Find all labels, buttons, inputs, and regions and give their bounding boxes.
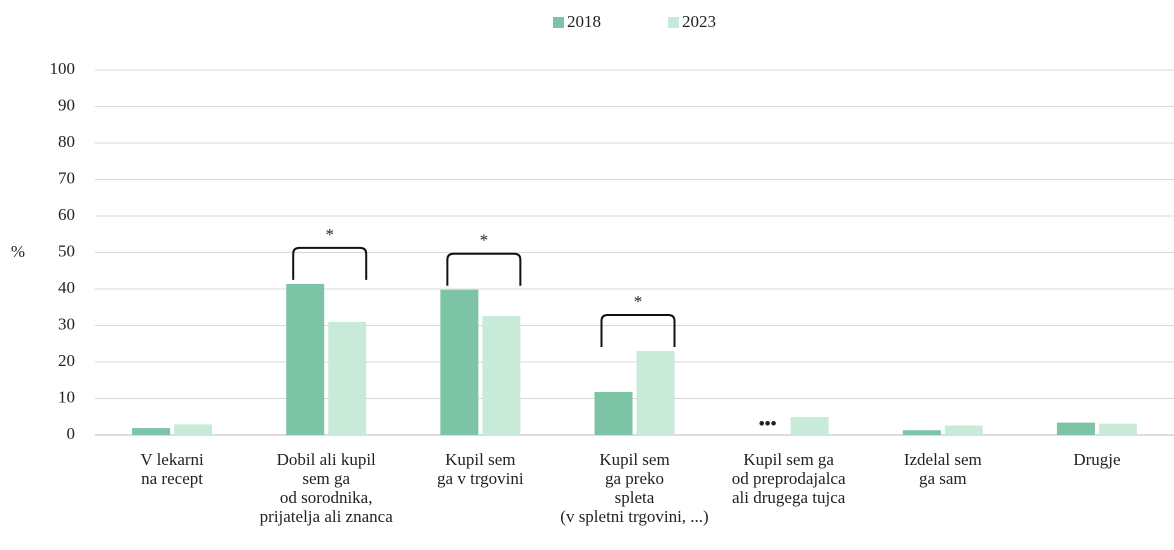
bar <box>174 424 213 435</box>
y-tick-label: 100 <box>50 59 76 78</box>
y-axis-label: % <box>11 242 25 261</box>
y-tick-label: 80 <box>58 132 75 151</box>
y-tick-label: 30 <box>58 314 75 333</box>
legend-swatch <box>553 17 564 28</box>
bar <box>286 283 325 435</box>
x-tick-label: Drugje <box>1073 450 1121 469</box>
x-tick-label: V lekarni na recept <box>140 450 204 488</box>
legend-label: 2018 <box>567 12 601 31</box>
y-tick-label: 90 <box>58 95 75 114</box>
y-tick-label: 60 <box>58 205 75 224</box>
bar <box>132 428 171 435</box>
x-tick-label: Kupil sem ga v trgovini <box>437 450 524 488</box>
y-tick-label: 70 <box>58 168 75 187</box>
legend-label: 2023 <box>682 12 716 31</box>
bar <box>902 430 941 435</box>
missing-marker: ••• <box>759 414 777 433</box>
bar <box>790 417 829 435</box>
significance-bracket <box>446 252 522 286</box>
significance-marker: * <box>634 292 643 311</box>
x-tick-label: Izdelal sem ga sam <box>903 450 982 488</box>
y-tick-label: 40 <box>58 278 75 297</box>
y-tick-label: 10 <box>58 387 75 406</box>
x-tick-label: Dobil ali kupil sem ga od sorodnika, pri… <box>259 450 393 526</box>
y-tick-label: 50 <box>58 241 75 260</box>
y-tick-label: 0 <box>67 424 76 443</box>
bar <box>1098 423 1137 435</box>
x-tick-label: Kupil sem ga od preprodajalca ali drugeg… <box>731 450 846 507</box>
bar <box>328 321 367 435</box>
x-tick-label: Kupil sem ga preko spleta (v spletni trg… <box>560 450 709 526</box>
significance-marker: * <box>325 225 334 244</box>
bar <box>482 316 521 435</box>
significance-bracket <box>600 314 676 348</box>
bar <box>594 391 633 435</box>
significance-bracket <box>292 246 368 280</box>
bar <box>944 425 983 435</box>
significance-marker: * <box>480 231 489 250</box>
bar <box>1056 422 1095 435</box>
y-tick-label: 20 <box>58 351 75 370</box>
bar <box>440 289 479 435</box>
bar <box>636 351 675 435</box>
legend-swatch <box>668 17 679 28</box>
